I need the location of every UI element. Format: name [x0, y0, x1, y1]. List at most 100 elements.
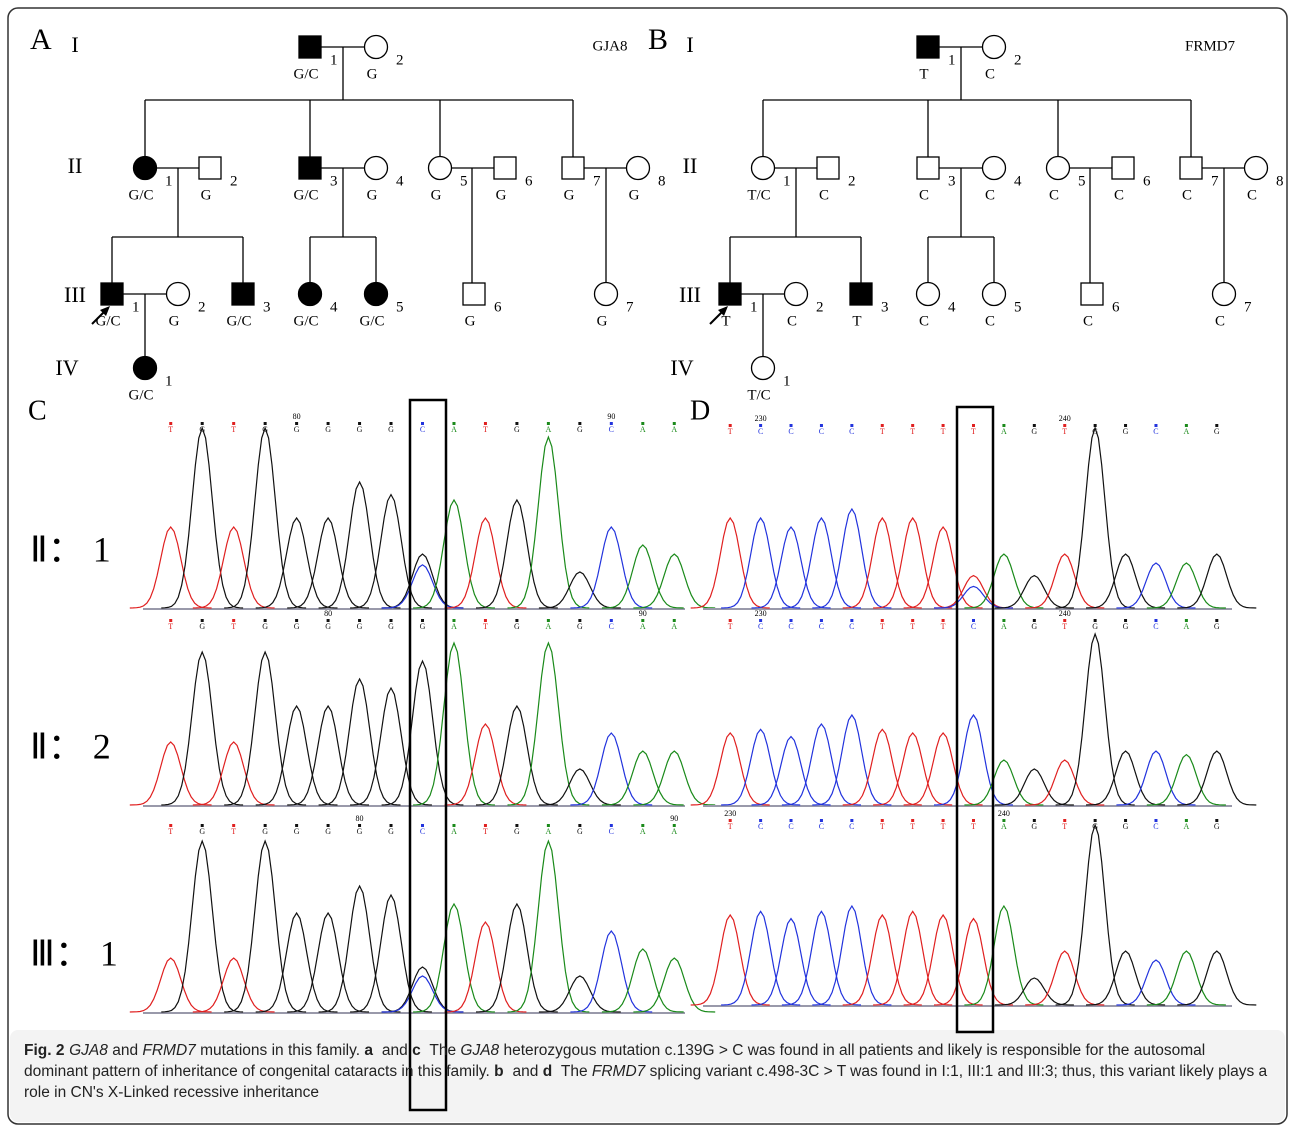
individual-number: 6	[494, 299, 502, 315]
base-call: C	[1153, 622, 1158, 631]
trace-peak	[752, 527, 831, 608]
genotype: C	[919, 313, 929, 329]
individual-number: 1	[783, 373, 791, 389]
base-call: T	[910, 427, 915, 436]
caption-text: and	[508, 1063, 542, 1080]
trace-peak	[1147, 755, 1226, 805]
base-call: T	[483, 622, 488, 631]
panel-letter: A	[30, 23, 52, 56]
genotype: C	[1049, 187, 1059, 203]
position-number: 230	[755, 414, 767, 423]
caption-text: c	[412, 1042, 421, 1059]
trace-peak	[445, 724, 527, 805]
trace-peak	[964, 760, 1043, 805]
base-call: G	[1031, 822, 1037, 831]
base-call: C	[819, 622, 824, 631]
base-call: G	[1123, 622, 1129, 631]
female-symbol	[299, 283, 322, 306]
trace-peak	[130, 742, 212, 805]
trace-peak	[995, 576, 1074, 608]
individual-number: 3	[330, 173, 338, 189]
page: AGJA8IIIIIIIVG/C1G2G/C1G2G/C3G4G5G6G7G8G…	[0, 0, 1295, 1132]
generation-label: IV	[55, 355, 78, 380]
trace-peak	[752, 919, 831, 1005]
base-call: G	[1214, 822, 1220, 831]
trace-peak	[539, 976, 621, 1012]
base-call: A	[640, 827, 646, 836]
trace-peak	[382, 565, 464, 608]
female-symbol	[752, 357, 775, 380]
base-call: G	[262, 622, 268, 631]
genotype: G/C	[226, 313, 251, 329]
position-number: 240	[998, 809, 1010, 818]
trace-peak	[161, 841, 243, 1012]
trace-peak	[382, 554, 464, 608]
base-call: A	[640, 425, 646, 434]
base-call: C	[788, 427, 793, 436]
base-call: G	[325, 622, 331, 631]
individual-number: 8	[658, 173, 666, 189]
individual-number: 2	[230, 173, 238, 189]
genotype: C	[1215, 313, 1225, 329]
row-label: Ⅲ： 1	[30, 933, 118, 973]
base-call: C	[849, 427, 854, 436]
trace-peak	[508, 841, 590, 1012]
male-symbol	[917, 157, 939, 179]
trace-peak	[904, 527, 983, 608]
trace-peak	[445, 922, 527, 1012]
trace-peak	[1177, 951, 1256, 1005]
trace-peak	[1056, 634, 1135, 805]
base-call: T	[941, 622, 946, 631]
trace-peak	[476, 706, 558, 805]
trace-peak	[130, 527, 212, 608]
trace-peak	[1056, 825, 1135, 1005]
base-call: T	[168, 425, 173, 434]
individual-number: 3	[263, 299, 271, 315]
trace-peak	[633, 554, 715, 608]
individual-number: 5	[460, 173, 468, 189]
base-call: G	[1031, 622, 1037, 631]
individual-number: 5	[396, 299, 404, 315]
trace-peak	[382, 967, 464, 1012]
trace-peak	[1086, 554, 1165, 608]
base-call: A	[640, 622, 646, 631]
individual-number: 3	[881, 299, 889, 315]
female-symbol	[983, 157, 1006, 180]
trace-peak	[193, 742, 275, 805]
position-number: 90	[639, 609, 647, 618]
panel-letter: D	[690, 395, 710, 426]
genotype: C	[1114, 187, 1124, 203]
base-call: C	[788, 622, 793, 631]
base-call: C	[420, 827, 425, 836]
base-call: C	[849, 622, 854, 631]
trace-peak	[934, 576, 1013, 608]
female-symbol	[365, 36, 388, 59]
base-call: A	[671, 425, 677, 434]
base-call: T	[971, 822, 976, 831]
female-symbol	[627, 157, 650, 180]
individual-number: 6	[1112, 299, 1120, 315]
base-call: C	[1153, 822, 1158, 831]
individual-number: 2	[1014, 52, 1022, 68]
male-symbol	[494, 157, 516, 179]
base-call: G	[388, 622, 394, 631]
genotype: G	[465, 313, 476, 329]
caption-text: The	[557, 1063, 592, 1080]
base-call: G	[420, 622, 426, 631]
base-call: G	[577, 827, 583, 836]
base-call: A	[1183, 427, 1189, 436]
trace-peak	[570, 733, 652, 805]
base-call: G	[577, 425, 583, 434]
base-call: G	[325, 425, 331, 434]
trace-peak	[843, 729, 922, 805]
female-symbol	[983, 283, 1006, 306]
caption-text: GJA8	[460, 1042, 499, 1059]
female-symbol	[1213, 283, 1236, 306]
genotype: T/C	[747, 187, 770, 203]
trace-peak	[602, 545, 684, 608]
generation-label: I	[686, 32, 693, 57]
position-number: 230	[755, 609, 767, 618]
genotype: C	[787, 313, 797, 329]
base-call: A	[545, 425, 551, 434]
base-call: T	[1062, 822, 1067, 831]
